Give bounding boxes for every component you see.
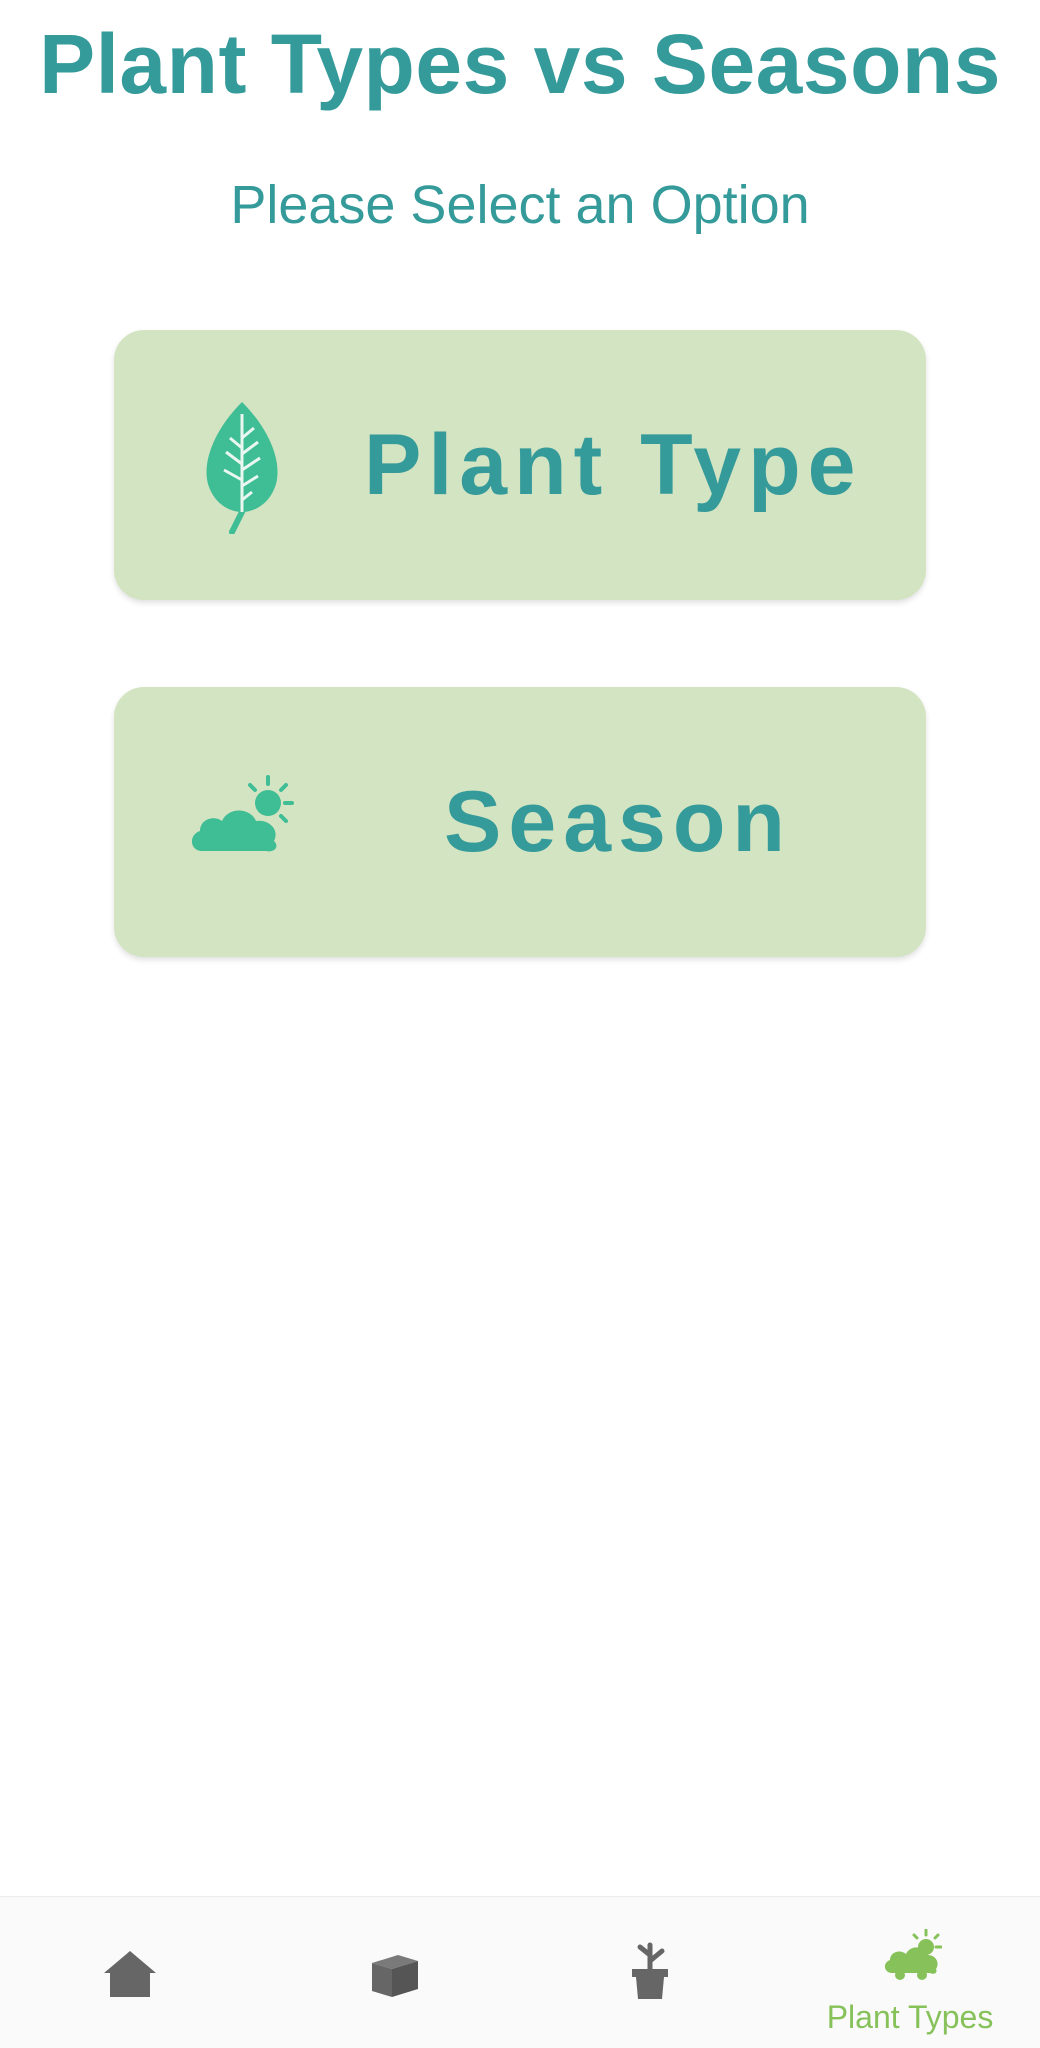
leaf-icon (206, 402, 278, 534)
nav-item-plant-types[interactable]: Plant Types (780, 1897, 1040, 2048)
nav-item-home[interactable] (0, 1897, 260, 2048)
home-icon (104, 1951, 156, 1997)
cloud-sun-icon (191, 775, 294, 852)
page-title: Plant Types vs Seasons (39, 17, 1001, 111)
potted-plant-icon (632, 1942, 668, 1999)
page-subtitle: Please Select an Option (230, 175, 810, 235)
box-icon (372, 1955, 418, 1997)
cloud-sun-icon (884, 1929, 942, 1980)
season-button[interactable]: Season (114, 687, 926, 957)
nav-item-label: Plant Types (826, 1999, 994, 2035)
plant-type-label: Plant Type (364, 417, 863, 513)
bottom-navigation: Plant Types (0, 1896, 1040, 2048)
nav-item-plant[interactable] (520, 1897, 780, 2048)
nav-item-box[interactable] (260, 1897, 520, 2048)
season-label: Season (444, 774, 792, 870)
plant-type-button[interactable]: Plant Type (114, 330, 926, 600)
